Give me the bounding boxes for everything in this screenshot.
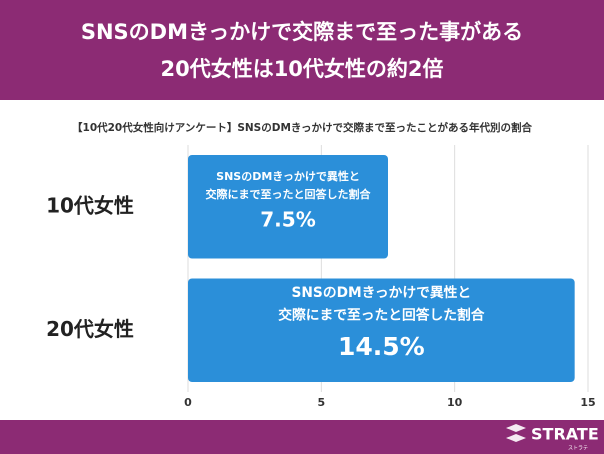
bar-text: SNSのDMきっかけで異性と <box>292 284 472 301</box>
bar <box>188 278 575 382</box>
brand: STRATE <box>531 425 599 444</box>
bar-text: 交際にまで至ったと回答した割合 <box>278 306 485 323</box>
header-band <box>0 0 604 100</box>
value-label: 14.5% <box>338 332 425 361</box>
y-tick-label: 10代女性 <box>46 193 134 217</box>
x-tick-label: 10 <box>447 396 463 409</box>
chart-title: 20代女性は10代女性の約2倍 <box>160 57 443 81</box>
bar <box>188 155 388 259</box>
chart-title: SNSのDMきっかけで交際まで至った事がある <box>81 20 523 44</box>
brand-icon <box>506 424 526 442</box>
x-tick-label: 5 <box>318 396 326 409</box>
y-tick-label: 20代女性 <box>46 317 134 341</box>
chart-subtitle: 【10代20代女性向けアンケート】SNSのDMきっかけで交際まで至ったことがある… <box>72 121 532 134</box>
bar-text: SNSのDMきっかけで異性と <box>216 169 360 183</box>
bar-text: 交際にまで至ったと回答した割合 <box>206 187 372 201</box>
brand-kana: ストラテ <box>568 446 588 452</box>
x-tick-label: 15 <box>580 396 595 409</box>
value-label: 7.5% <box>260 207 315 231</box>
footer-band <box>0 420 604 454</box>
x-tick-label: 0 <box>184 396 192 409</box>
